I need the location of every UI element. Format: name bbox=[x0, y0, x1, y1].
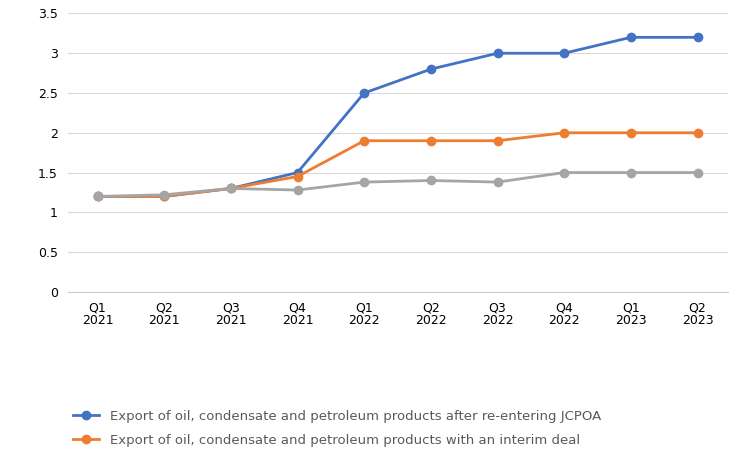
Export of oil, condensate and petroleum products with an interim deal bbox=[226, 186, 236, 191]
Export of oil, condensate and petroleum products with sanctions bbox=[693, 170, 702, 175]
Export of oil, condensate and petroleum products after re-entering JCPOA bbox=[560, 51, 568, 56]
Export of oil, condensate and petroleum products after re-entering JCPOA bbox=[426, 66, 435, 72]
Export of oil, condensate and petroleum products with an interim deal bbox=[360, 138, 369, 143]
Export of oil, condensate and petroleum products with sanctions bbox=[626, 170, 635, 175]
Export of oil, condensate and petroleum products after re-entering JCPOA bbox=[693, 35, 702, 40]
Export of oil, condensate and petroleum products with sanctions bbox=[93, 194, 102, 199]
Export of oil, condensate and petroleum products with an interim deal bbox=[560, 130, 568, 136]
Legend: Export of oil, condensate and petroleum products after re-entering JCPOA, Export: Export of oil, condensate and petroleum … bbox=[68, 404, 606, 449]
Export of oil, condensate and petroleum products with an interim deal bbox=[493, 138, 502, 143]
Export of oil, condensate and petroleum products with an interim deal bbox=[693, 130, 702, 136]
Export of oil, condensate and petroleum products with an interim deal bbox=[426, 138, 435, 143]
Line: Export of oil, condensate and petroleum products with an interim deal: Export of oil, condensate and petroleum … bbox=[93, 128, 702, 201]
Export of oil, condensate and petroleum products after re-entering JCPOA bbox=[293, 170, 302, 175]
Export of oil, condensate and petroleum products with sanctions bbox=[493, 180, 502, 185]
Export of oil, condensate and petroleum products with sanctions bbox=[226, 186, 236, 191]
Export of oil, condensate and petroleum products after re-entering JCPOA bbox=[626, 35, 635, 40]
Line: Export of oil, condensate and petroleum products with sanctions: Export of oil, condensate and petroleum … bbox=[93, 168, 702, 201]
Export of oil, condensate and petroleum products after re-entering JCPOA bbox=[493, 51, 502, 56]
Export of oil, condensate and petroleum products with sanctions bbox=[560, 170, 568, 175]
Export of oil, condensate and petroleum products with an interim deal bbox=[160, 194, 169, 199]
Export of oil, condensate and petroleum products with an interim deal bbox=[93, 194, 102, 199]
Export of oil, condensate and petroleum products with sanctions bbox=[293, 187, 302, 193]
Export of oil, condensate and petroleum products with an interim deal bbox=[626, 130, 635, 136]
Export of oil, condensate and petroleum products with an interim deal bbox=[293, 174, 302, 179]
Export of oil, condensate and petroleum products with sanctions bbox=[160, 192, 169, 198]
Export of oil, condensate and petroleum products after re-entering JCPOA bbox=[93, 194, 102, 199]
Line: Export of oil, condensate and petroleum products after re-entering JCPOA: Export of oil, condensate and petroleum … bbox=[93, 33, 702, 201]
Export of oil, condensate and petroleum products after re-entering JCPOA bbox=[160, 194, 169, 199]
Export of oil, condensate and petroleum products with sanctions bbox=[426, 178, 435, 183]
Export of oil, condensate and petroleum products after re-entering JCPOA bbox=[360, 90, 369, 96]
Export of oil, condensate and petroleum products with sanctions bbox=[360, 180, 369, 185]
Export of oil, condensate and petroleum products after re-entering JCPOA bbox=[226, 186, 236, 191]
